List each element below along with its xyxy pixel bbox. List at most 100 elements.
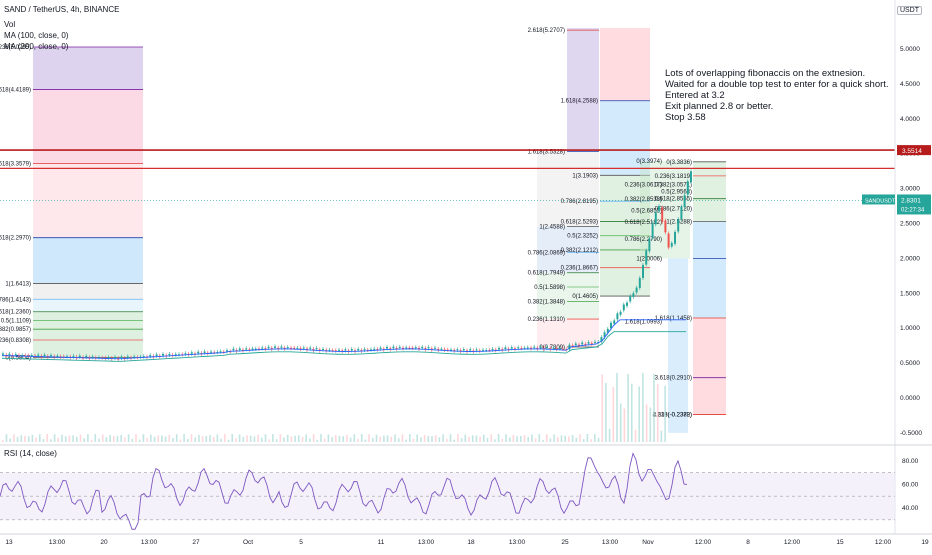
- volume-bar: [342, 436, 344, 442]
- volume-bar: [412, 438, 415, 442]
- fib-zone: [33, 47, 143, 90]
- fib-label: 0(0.7309): [539, 345, 565, 351]
- symbol-badge-label: SANDUSDT: [865, 198, 896, 204]
- volume-bar: [238, 434, 241, 442]
- rsi-legend[interactable]: RSI (14, close): [4, 449, 57, 458]
- price-tick-label: 1.5000: [900, 290, 920, 297]
- volume-bar: [631, 383, 633, 442]
- volume-bar: [161, 435, 163, 442]
- volume-bar: [179, 439, 182, 442]
- volume-bar: [183, 434, 185, 442]
- candle: [434, 347, 436, 349]
- candle: [450, 349, 452, 351]
- fib-label: 1(3.1903): [572, 173, 598, 179]
- candle: [286, 347, 289, 349]
- candle: [680, 206, 683, 220]
- candle: [184, 353, 187, 355]
- symbol-badge: [862, 194, 895, 205]
- fib-label: 3.618(4.4189): [0, 88, 31, 94]
- volume-bar: [50, 439, 52, 442]
- price-tick-label: 2.0000: [900, 255, 920, 262]
- candle: [578, 344, 580, 346]
- volume-bar: [660, 430, 663, 442]
- trade-annotation[interactable]: Lots of overlapping fibonaccis on the ex…: [665, 68, 889, 123]
- candle: [661, 207, 664, 222]
- fib-zone: [600, 28, 650, 101]
- volume-bar: [294, 435, 296, 442]
- volume-bar: [98, 438, 100, 442]
- time-tick-label: 13:00: [509, 539, 526, 546]
- candle: [373, 348, 376, 350]
- fib-label: 0.236(1.8667): [561, 266, 598, 272]
- candle: [190, 352, 193, 354]
- ma200-legend[interactable]: MA (200, close, 0): [4, 42, 69, 51]
- fib-label: 2.618(5.2707): [528, 28, 565, 34]
- volume-bar: [390, 436, 393, 442]
- time-tick-label: 13:00: [141, 539, 158, 546]
- fib-label: 0(3.3974): [636, 159, 662, 165]
- volume-bar: [468, 436, 470, 442]
- volume-bar: [212, 437, 215, 442]
- volume-bar: [209, 435, 211, 442]
- volume-bar: [172, 438, 174, 442]
- time-tick-label: 20: [100, 539, 108, 546]
- volume-bar: [564, 435, 566, 442]
- volume-bar: [127, 434, 130, 442]
- volume-bar: [116, 436, 119, 442]
- fib-label: 0.5(2.9563): [661, 190, 692, 196]
- candle: [568, 344, 571, 350]
- volume-bar: [527, 437, 529, 442]
- price-tick-label: 5.0000: [900, 46, 920, 53]
- fib-zone: [33, 299, 143, 312]
- volume-bar: [261, 437, 263, 442]
- volume-bar: [409, 434, 411, 442]
- candle: [216, 351, 219, 353]
- candle: [635, 287, 638, 293]
- candle: [590, 343, 593, 345]
- ma100-legend[interactable]: MA (100, close, 0): [4, 31, 69, 40]
- volume-bar: [401, 434, 404, 442]
- fib-label: 0.5(1.1109): [1, 318, 31, 324]
- candle: [414, 347, 417, 349]
- fib-zone: [693, 318, 726, 415]
- candle: [667, 233, 670, 248]
- fib-label: 1.618(4.2588): [561, 99, 598, 105]
- volume-bar: [312, 434, 315, 442]
- volume-bar: [9, 438, 11, 442]
- fib-label: 0.382(3.0571): [655, 183, 692, 189]
- candle: [309, 347, 312, 349]
- volume-bar: [68, 435, 71, 442]
- volume-bar: [249, 435, 252, 442]
- candle: [392, 346, 395, 349]
- candle: [107, 357, 110, 359]
- rsi-tick-label: 40.00: [902, 505, 919, 512]
- fib-label: 0.382(1.3848): [528, 299, 565, 305]
- fib-zone: [600, 100, 650, 176]
- candle: [21, 355, 24, 357]
- fib-label: 0.786(1.4143): [0, 297, 31, 303]
- candle: [290, 347, 292, 349]
- volume-bar: [386, 435, 389, 442]
- volume-bar: [279, 434, 282, 442]
- candle: [677, 219, 680, 232]
- volume-bar: [53, 434, 56, 442]
- fib-label: 1(1.6413): [5, 281, 31, 287]
- candle: [162, 354, 164, 356]
- volume-bar: [512, 434, 515, 442]
- volume-bar: [57, 437, 60, 442]
- volume-bar: [35, 437, 37, 442]
- volume-legend[interactable]: Vol: [4, 20, 16, 29]
- candle: [344, 349, 347, 351]
- currency-unit-button[interactable]: USDT: [896, 6, 922, 15]
- price-tick-label: 3.0000: [900, 186, 920, 193]
- candle: [523, 347, 526, 349]
- time-tick-label: 15: [836, 539, 844, 546]
- fib-zone: [567, 28, 599, 152]
- volume-bar: [434, 435, 437, 442]
- fib-label: 1.618(3.5328): [528, 149, 565, 155]
- volume-bar: [246, 435, 248, 442]
- candle: [533, 346, 536, 348]
- volume-bar: [61, 434, 63, 442]
